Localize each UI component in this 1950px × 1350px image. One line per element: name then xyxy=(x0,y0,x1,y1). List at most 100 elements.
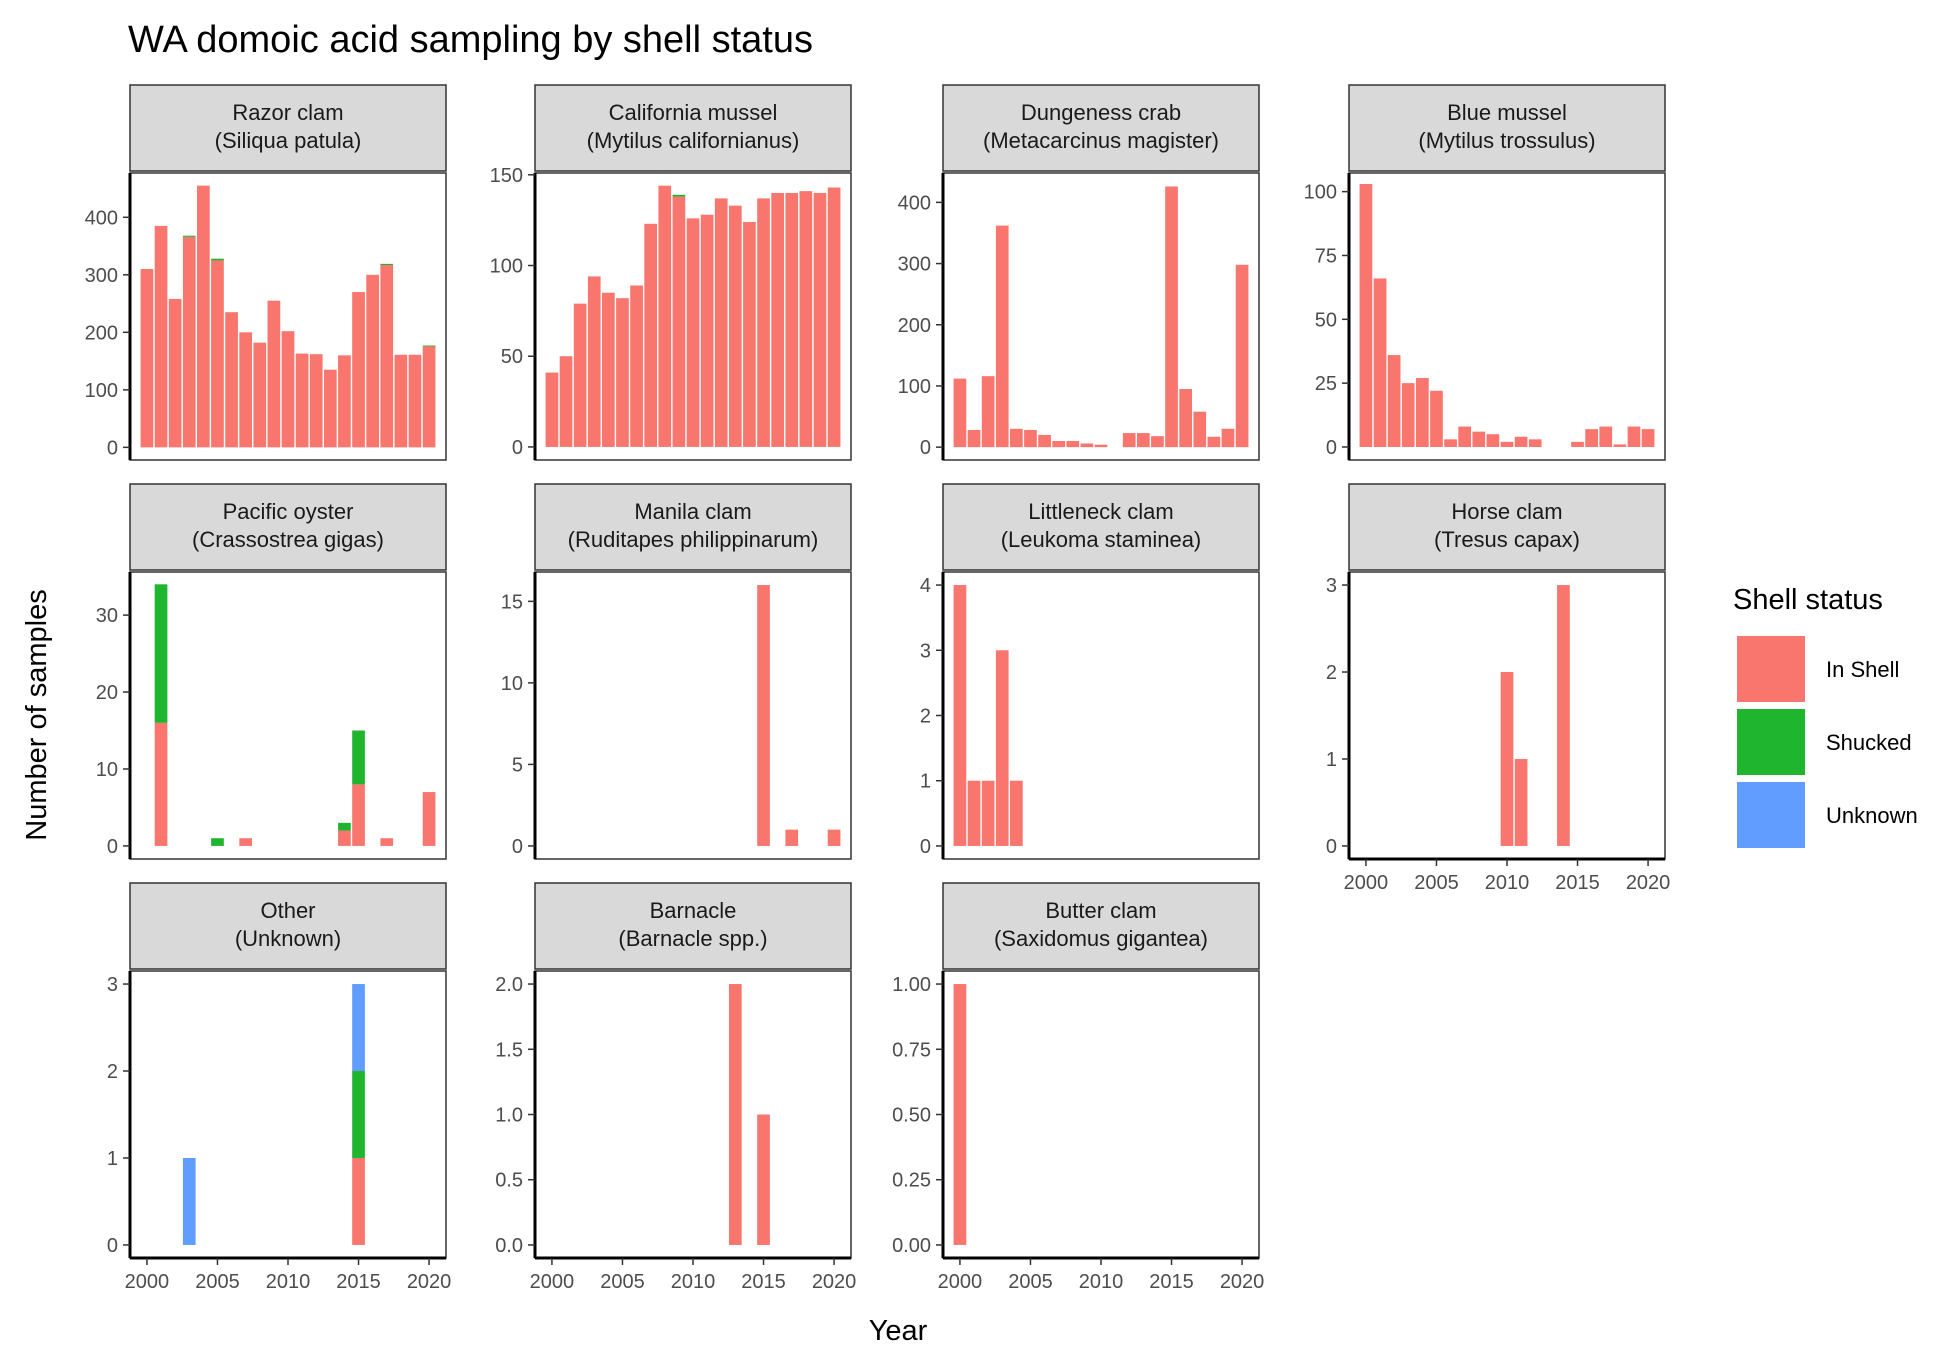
bar-in-shell xyxy=(182,236,196,448)
bar-in-shell xyxy=(323,369,337,448)
bar-in-shell xyxy=(1038,434,1051,448)
bar-in-shell xyxy=(967,780,981,846)
bar-in-shell xyxy=(1472,431,1486,447)
bar-in-shell xyxy=(225,312,238,448)
y-tick-label: 100 xyxy=(898,376,931,398)
bar-in-shell xyxy=(408,354,422,448)
facet-strip-title: Horse clam xyxy=(1451,499,1562,524)
facet-strip-title: Pacific oyster xyxy=(223,499,354,524)
bar-in-shell xyxy=(1094,444,1108,448)
bar-in-shell xyxy=(1585,429,1598,447)
bar-in-shell xyxy=(1179,389,1192,448)
bar-in-shell xyxy=(239,838,253,846)
facet-panels: Razor clam(Siliqua patula)0100200300400C… xyxy=(85,84,1670,1293)
bar-in-shell xyxy=(953,984,967,1245)
bar-in-shell xyxy=(587,276,601,447)
legend-label: In Shell xyxy=(1826,657,1899,682)
bar-shucked xyxy=(352,1071,365,1158)
y-tick-label: 200 xyxy=(85,322,118,344)
bar-in-shell xyxy=(1641,429,1655,447)
bar-in-shell xyxy=(1486,434,1500,447)
x-tick-label: 2000 xyxy=(125,1271,170,1293)
facet-strip xyxy=(534,84,852,172)
bar-in-shell xyxy=(757,198,770,447)
facet-manila-clam: Manila clam (Ruditapes philippinarum) 0 5 10… xyxy=(501,483,852,860)
panel-border xyxy=(534,970,852,1259)
y-tick-label: 400 xyxy=(85,207,118,229)
facet-dungeness-crab: Dungeness crab (Metacarcinus magister) 0 10… xyxy=(898,84,1260,461)
bar-shucked xyxy=(211,258,224,261)
bar-in-shell xyxy=(559,356,573,447)
legend: Shell status In Shell Shucked Unknown xyxy=(1733,584,1918,848)
y-tick-label: 0 xyxy=(1326,437,1337,459)
y-tick-label: 1.5 xyxy=(495,1039,523,1061)
y-tick-label: 20 xyxy=(96,682,118,704)
bar-in-shell xyxy=(799,191,813,447)
bar-in-shell xyxy=(1599,426,1613,447)
facet-strip-subtitle: (Siliqua patula) xyxy=(215,128,362,153)
x-tick-label: 2010 xyxy=(1485,872,1530,894)
bar-in-shell xyxy=(1066,441,1080,448)
y-tick-label: 150 xyxy=(490,165,523,187)
y-tick-label: 100 xyxy=(1304,182,1337,204)
panel-border xyxy=(942,172,1260,461)
bar-in-shell xyxy=(644,223,658,447)
y-tick-label: 1 xyxy=(1326,749,1337,771)
x-axis-label: Year xyxy=(869,1315,928,1347)
bar-in-shell xyxy=(394,354,408,448)
x-tick-label: 2015 xyxy=(1149,1271,1194,1293)
legend-label: Shucked xyxy=(1826,730,1912,755)
x-tick-label: 2000 xyxy=(530,1271,575,1293)
bar-unknown xyxy=(182,1157,196,1245)
bar-in-shell xyxy=(981,376,995,448)
bar-in-shell xyxy=(785,192,799,447)
facet-strip-subtitle: (Ruditapes philippinarum) xyxy=(568,527,819,552)
facet-strip-subtitle: (Metacarcinus magister) xyxy=(983,128,1219,153)
x-tick-label: 2015 xyxy=(1555,872,1600,894)
bar-shucked xyxy=(352,730,365,785)
facet-strip xyxy=(129,84,447,172)
facet-strip-title: Dungeness crab xyxy=(1021,100,1181,125)
bar-in-shell xyxy=(295,353,309,448)
y-tick-label: 100 xyxy=(490,256,523,278)
y-tick-label: 75 xyxy=(1315,245,1337,267)
panel-border xyxy=(129,571,447,860)
y-tick-label: 1 xyxy=(920,771,931,793)
panel-border xyxy=(942,970,1260,1259)
y-tick-label: 50 xyxy=(1315,309,1337,331)
bar-in-shell xyxy=(1235,264,1249,448)
bar-in-shell xyxy=(309,354,323,448)
bar-in-shell xyxy=(1080,443,1094,448)
y-tick-label: 10 xyxy=(96,759,118,781)
x-tick-label: 2010 xyxy=(266,1271,311,1293)
bar-in-shell xyxy=(785,829,799,846)
bar-in-shell xyxy=(253,342,267,448)
bar-in-shell xyxy=(1557,585,1570,846)
bar-in-shell xyxy=(380,838,394,846)
bar-in-shell xyxy=(700,214,714,447)
y-tick-label: 0.25 xyxy=(892,1170,931,1192)
facet-barnacle: Barnacle (Barnacle spp.) 0.0 0.5 1.0 1.5 2.0 20… xyxy=(495,882,856,1293)
x-tick-label: 2000 xyxy=(938,1271,983,1293)
bar-in-shell xyxy=(366,274,379,448)
y-tick-label: 0 xyxy=(1326,836,1337,858)
bar-in-shell xyxy=(352,784,365,846)
bar-in-shell xyxy=(967,430,981,448)
bar-in-shell xyxy=(573,303,587,447)
bar-in-shell xyxy=(154,722,168,846)
bar-in-shell xyxy=(239,332,253,448)
y-tick-label: 2 xyxy=(1326,662,1337,684)
facet-strip-subtitle: (Mytilus trossulus) xyxy=(1418,128,1595,153)
bar-in-shell xyxy=(1165,186,1178,448)
facet-strip-title: Manila clam xyxy=(634,499,751,524)
bar-in-shell xyxy=(154,225,168,448)
bar-in-shell xyxy=(1528,439,1542,447)
y-tick-label: 0 xyxy=(920,836,931,858)
bar-in-shell xyxy=(197,185,210,448)
y-tick-label: 0.0 xyxy=(495,1235,523,1257)
facet-butter-clam: Butter clam (Saxidomus gigantea) 0.00 0.25 0… xyxy=(892,882,1264,1293)
panel-border xyxy=(942,571,1260,860)
bar-in-shell xyxy=(1430,390,1443,447)
bar-in-shell xyxy=(757,585,770,846)
facet-strip-subtitle: (Leukoma staminea) xyxy=(1001,527,1202,552)
